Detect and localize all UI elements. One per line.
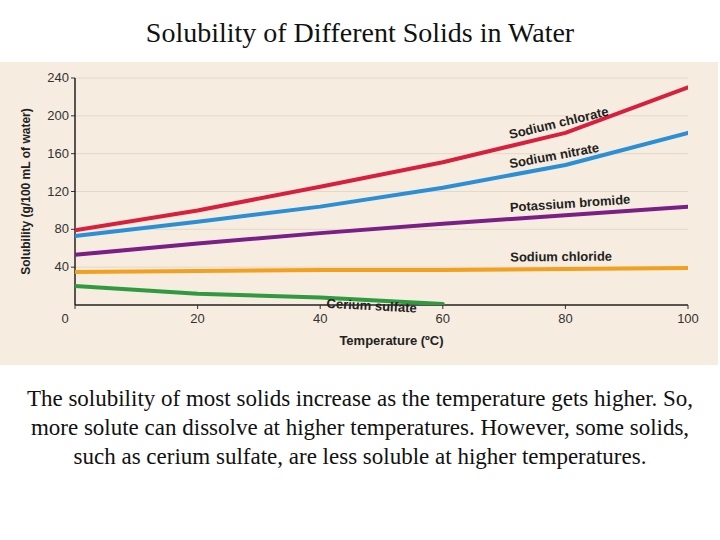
series-label: Cerium sulfate: [326, 296, 417, 316]
title: Solubility of Different Solids in Water: [146, 17, 575, 48]
series-line: [75, 133, 688, 236]
y-tick-label: 80: [55, 221, 69, 236]
y-tick-label: 40: [55, 259, 69, 274]
series-label: Potassium bromide: [509, 192, 630, 215]
panel: [0, 62, 718, 365]
x-tick-label: 60: [436, 311, 450, 326]
caption: The solubility of most solids increase a…: [10, 384, 710, 471]
y-tick-label: 200: [47, 108, 69, 123]
series-label: Sodium chlorate: [507, 104, 610, 142]
x-tick-label: 20: [190, 311, 204, 326]
y-tick-label: 240: [47, 70, 69, 85]
y-tick-label: 160: [47, 146, 69, 161]
series-line: [75, 207, 688, 255]
series-line: [75, 268, 688, 272]
x-tick-label: 0: [61, 311, 68, 326]
x-tick-label: 80: [558, 311, 572, 326]
x-tick-label: 100: [677, 311, 699, 326]
y-axis-label: Solubility (g/100 mL of water): [19, 108, 33, 274]
plot-area: [75, 87, 688, 304]
grid-line: [75, 191, 688, 192]
x-tick-label: 40: [313, 311, 327, 326]
series-label: Sodium nitrate: [508, 140, 600, 171]
x-axis-label: Temperature (ºC): [339, 333, 443, 348]
grid-line: [75, 78, 688, 79]
chart: Solubility of Different Solids in Water 4…: [0, 0, 720, 380]
series-label: Sodium chloride: [510, 249, 612, 265]
y-tick-label: 120: [47, 184, 69, 199]
